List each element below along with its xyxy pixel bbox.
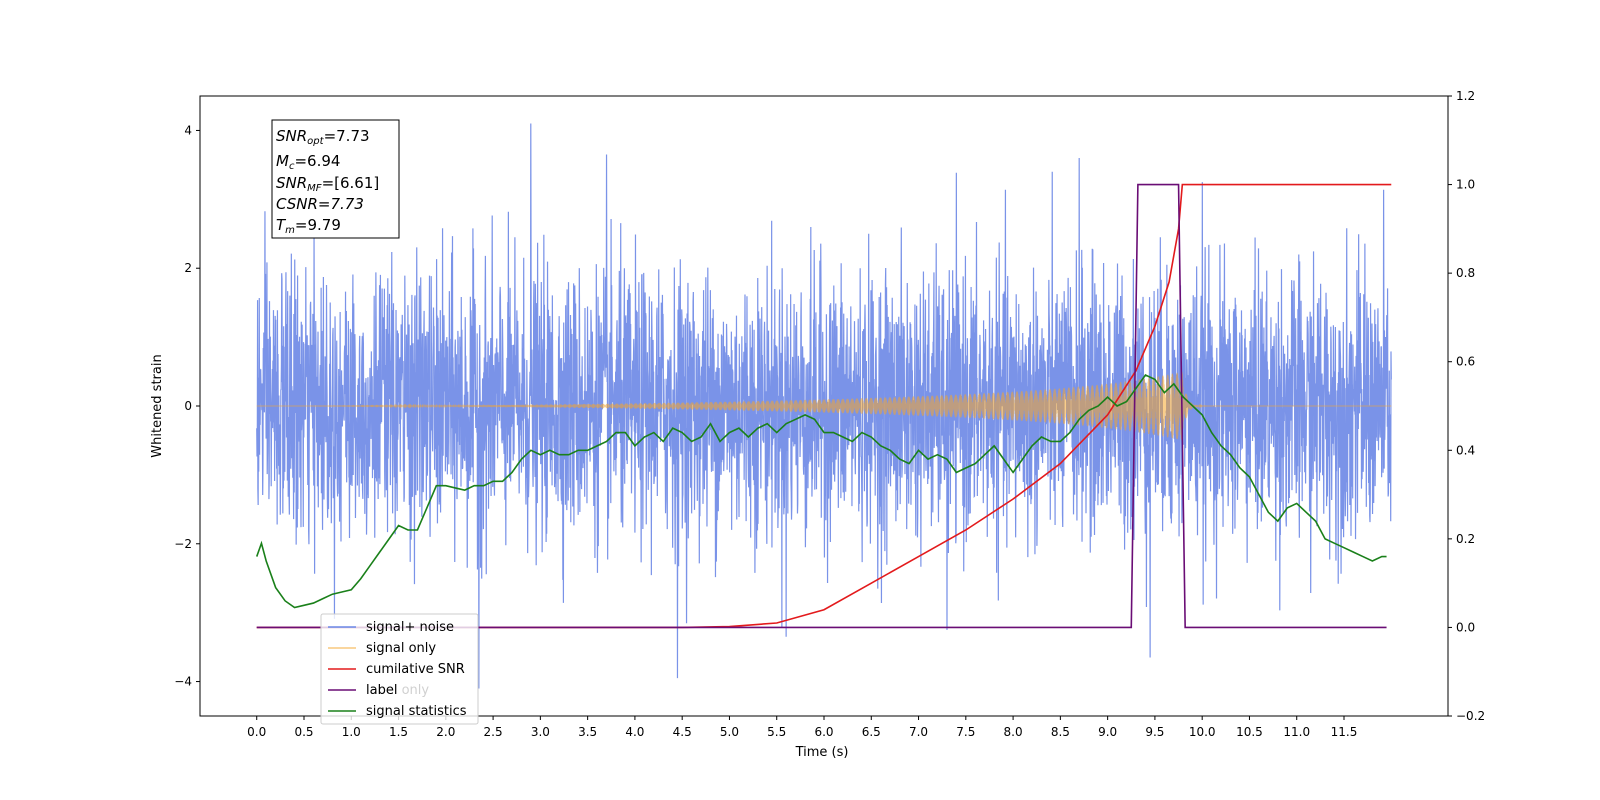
- info-mc: Mc=6.94: [276, 152, 340, 172]
- info-snr-mf: SNRMF=[6.61]: [276, 174, 379, 194]
- x-tick-label: 6.0: [814, 725, 833, 739]
- legend-frame: [320, 613, 479, 725]
- x-tick-label: 9.5: [1145, 725, 1164, 739]
- y2-tick-label: 1.0: [1456, 178, 1475, 192]
- signal-only-line: [256, 371, 1392, 441]
- x-tick-label: 1.0: [342, 725, 361, 739]
- x-tick-label: 3.0: [531, 725, 550, 739]
- x-tick-label: 3.5: [578, 725, 597, 739]
- x-tick-label: 1.5: [389, 725, 408, 739]
- signal-only-series: [256, 371, 1392, 441]
- y-axis-label: Whitened strain: [150, 354, 165, 457]
- legend-label-label: label: [366, 683, 397, 698]
- y-tick-label: −2: [174, 537, 192, 551]
- y2-tick-label: 0.6: [1456, 355, 1475, 369]
- x-tick-label: 5.5: [767, 725, 786, 739]
- x-axis-label: Time (s): [795, 745, 849, 760]
- x-tick-label: 0.0: [247, 725, 266, 739]
- y2-tick-label: 0.8: [1456, 266, 1475, 280]
- y-tick-label: −4: [174, 675, 192, 689]
- signal-statistics-series: [255, 373, 1387, 609]
- x-tick-label: 8.0: [1004, 725, 1023, 739]
- x-tick-label: 2.0: [436, 725, 455, 739]
- y-axis-ticks: −4 −2 0 2 4: [174, 123, 200, 689]
- legend-label-label-only: label only: [366, 683, 429, 698]
- x-tick-label: 6.5: [862, 725, 881, 739]
- y-tick-label: 0: [184, 399, 192, 413]
- plot-area: [255, 123, 1392, 689]
- info-box: SNRopt=7.73 Mc=6.94 SNRMF=[6.61] CSNR=7.…: [271, 119, 400, 239]
- info-box-frame: [271, 119, 400, 239]
- legend-label-signal-statistics: signal statistics: [366, 704, 467, 719]
- x-tick-label: 7.0: [909, 725, 928, 739]
- y-tick-label: 2: [184, 261, 192, 275]
- x-tick-label: 11.0: [1283, 725, 1310, 739]
- y2-axis-ticks: −0.2 0.0 0.2 0.4 0.6 0.8 1.0 1.2: [1448, 89, 1485, 723]
- y2-tick-label: 0.2: [1456, 532, 1475, 546]
- y2-tick-label: 0.0: [1456, 620, 1475, 634]
- y-tick-label: 4: [184, 123, 192, 137]
- legend-label-cumulative-snr: cumilative SNR: [366, 662, 465, 677]
- x-tick-label: 0.5: [294, 725, 313, 739]
- signal-statistics-line: [255, 373, 1387, 609]
- x-tick-label: 4.5: [673, 725, 692, 739]
- x-tick-label: 4.0: [625, 725, 644, 739]
- x-tick-label: 10.5: [1236, 725, 1263, 739]
- y2-tick-label: 1.2: [1456, 89, 1475, 103]
- legend: signal+ noise signal only cumilative SNR…: [320, 613, 479, 725]
- info-snr-opt: SNRopt=7.73: [276, 127, 370, 147]
- x-tick-label: 7.5: [956, 725, 975, 739]
- label-series: [256, 183, 1387, 629]
- cumulative-snr-line: [256, 183, 1392, 629]
- legend-label-signal-only: signal only: [366, 641, 436, 656]
- y2-tick-label: 0.4: [1456, 443, 1475, 457]
- x-tick-label: 10.0: [1189, 725, 1216, 739]
- legend-label-signal-noise: signal+ noise: [366, 620, 454, 635]
- cumulative-snr-series: [256, 183, 1392, 629]
- x-tick-label: 2.5: [484, 725, 503, 739]
- x-tick-label: 9.0: [1098, 725, 1117, 739]
- info-csnr: CSNR=7.73: [276, 195, 364, 213]
- info-tm: Tm=9.79: [276, 216, 341, 236]
- y2-tick-label: −0.2: [1456, 709, 1485, 723]
- x-tick-label: 11.5: [1331, 725, 1358, 739]
- x-tick-label: 8.5: [1051, 725, 1070, 739]
- x-axis-ticks: 0.0 0.5 1.0 1.5 2.0 2.5 3.0 3.5 4.0 4.5 5.0 5.5 6.0 6…: [247, 716, 1357, 739]
- label-line: [256, 183, 1387, 629]
- x-tick-label: 5.0: [720, 725, 739, 739]
